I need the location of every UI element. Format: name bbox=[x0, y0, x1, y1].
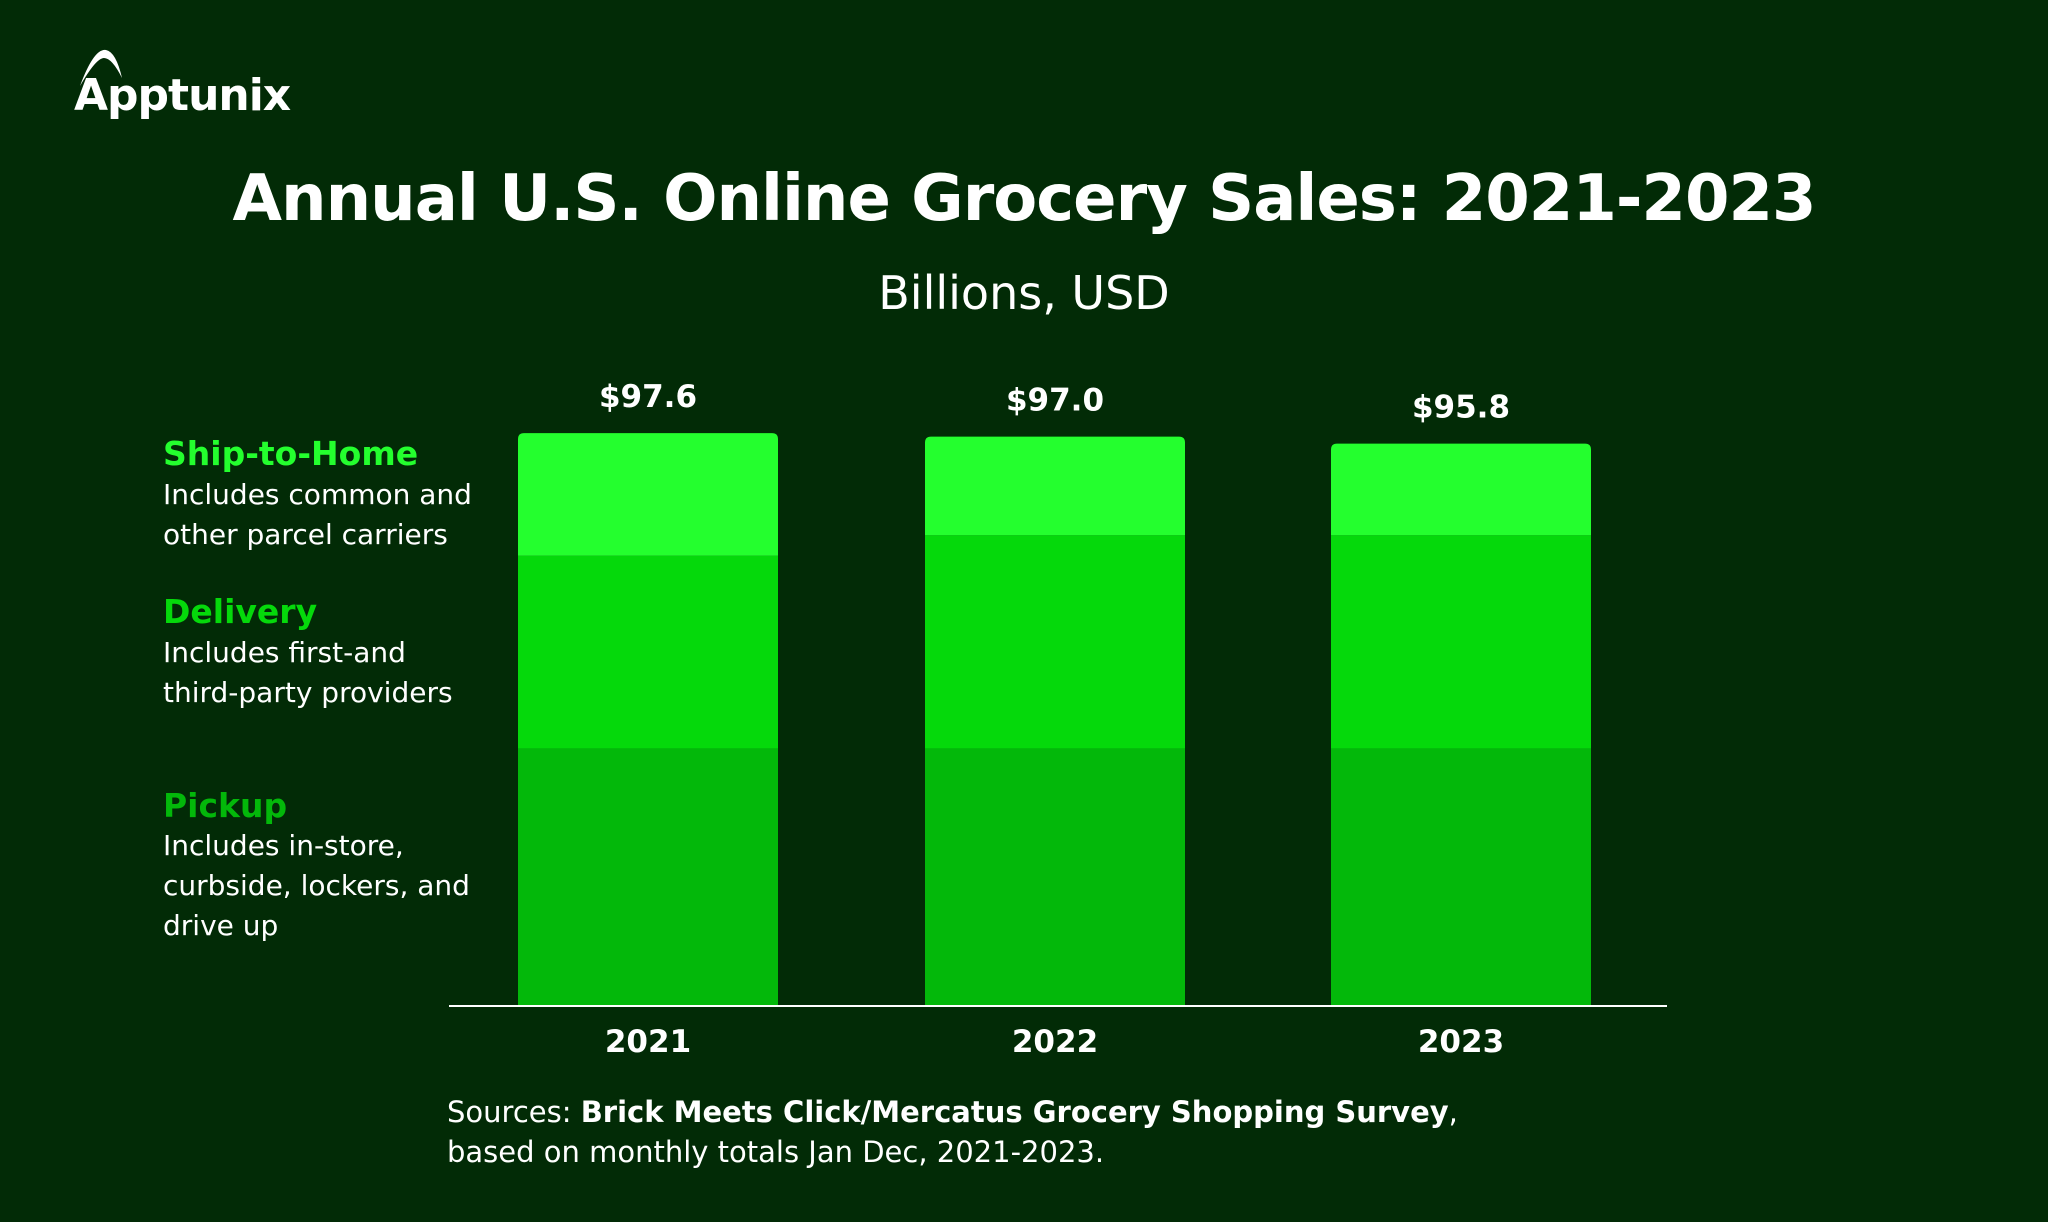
legend-pickup-title: Pickup bbox=[163, 786, 288, 825]
bar-segment-delivery bbox=[925, 535, 1185, 749]
x-tick-label: 2021 bbox=[605, 1024, 691, 1060]
bar-segment-delivery bbox=[1331, 535, 1591, 749]
bar-total-label: $97.0 bbox=[1006, 383, 1104, 419]
legend-desc-line: Includes in-store, bbox=[163, 829, 404, 862]
bar-total-label: $97.6 bbox=[599, 379, 697, 415]
bar-segment-ship-to-home bbox=[518, 433, 778, 556]
legend-desc-line: third-party providers bbox=[163, 676, 453, 709]
logo-arc-icon bbox=[80, 49, 122, 86]
legend-ship-to-home-title: Ship-to-Home bbox=[163, 434, 419, 473]
bar-segment-pickup bbox=[925, 747, 1185, 1007]
bar-segment-ship-to-home bbox=[1331, 443, 1591, 536]
sources-prefix: Sources: bbox=[447, 1095, 581, 1129]
legend-desc-line: Includes common and bbox=[163, 478, 472, 511]
sources-note: Sources: Brick Meets Click/Mercatus Groc… bbox=[447, 1092, 1547, 1172]
legend-ship-to-home-desc: Includes common and other parcel carrier… bbox=[163, 475, 503, 555]
bar-segment-ship-to-home bbox=[925, 436, 1185, 536]
sources-suffix: , based on monthly totals Jan Dec, 2021-… bbox=[447, 1095, 1458, 1169]
bar-segment-pickup bbox=[518, 747, 778, 1007]
chart-title: Annual U.S. Online Grocery Sales: 2021-2… bbox=[232, 162, 1816, 236]
legend-desc-line: curbside, lockers, and bbox=[163, 869, 470, 902]
legend-delivery-title: Delivery bbox=[163, 592, 318, 631]
bar-total-label: $95.8 bbox=[1412, 390, 1510, 426]
legend-desc-line: drive up bbox=[163, 909, 279, 942]
chart-subtitle: Billions, USD bbox=[878, 266, 1170, 320]
legend-delivery-desc: Includes first-and third-party providers bbox=[163, 633, 503, 713]
bar-segment-pickup bbox=[1331, 747, 1591, 1007]
legend-desc-line: Includes first-and bbox=[163, 636, 406, 669]
legend-pickup-desc: Includes in-store, curbside, lockers, an… bbox=[163, 826, 503, 946]
bar-segment-delivery bbox=[518, 555, 778, 749]
logo-text: Apptunix bbox=[74, 70, 291, 121]
sources-title: Brick Meets Click/Mercatus Grocery Shopp… bbox=[580, 1095, 1449, 1129]
x-tick-label: 2023 bbox=[1418, 1024, 1504, 1060]
legend-desc-line: other parcel carriers bbox=[163, 518, 448, 551]
apptunix-logo: Apptunix bbox=[72, 49, 292, 132]
x-tick-label: 2022 bbox=[1012, 1024, 1098, 1060]
